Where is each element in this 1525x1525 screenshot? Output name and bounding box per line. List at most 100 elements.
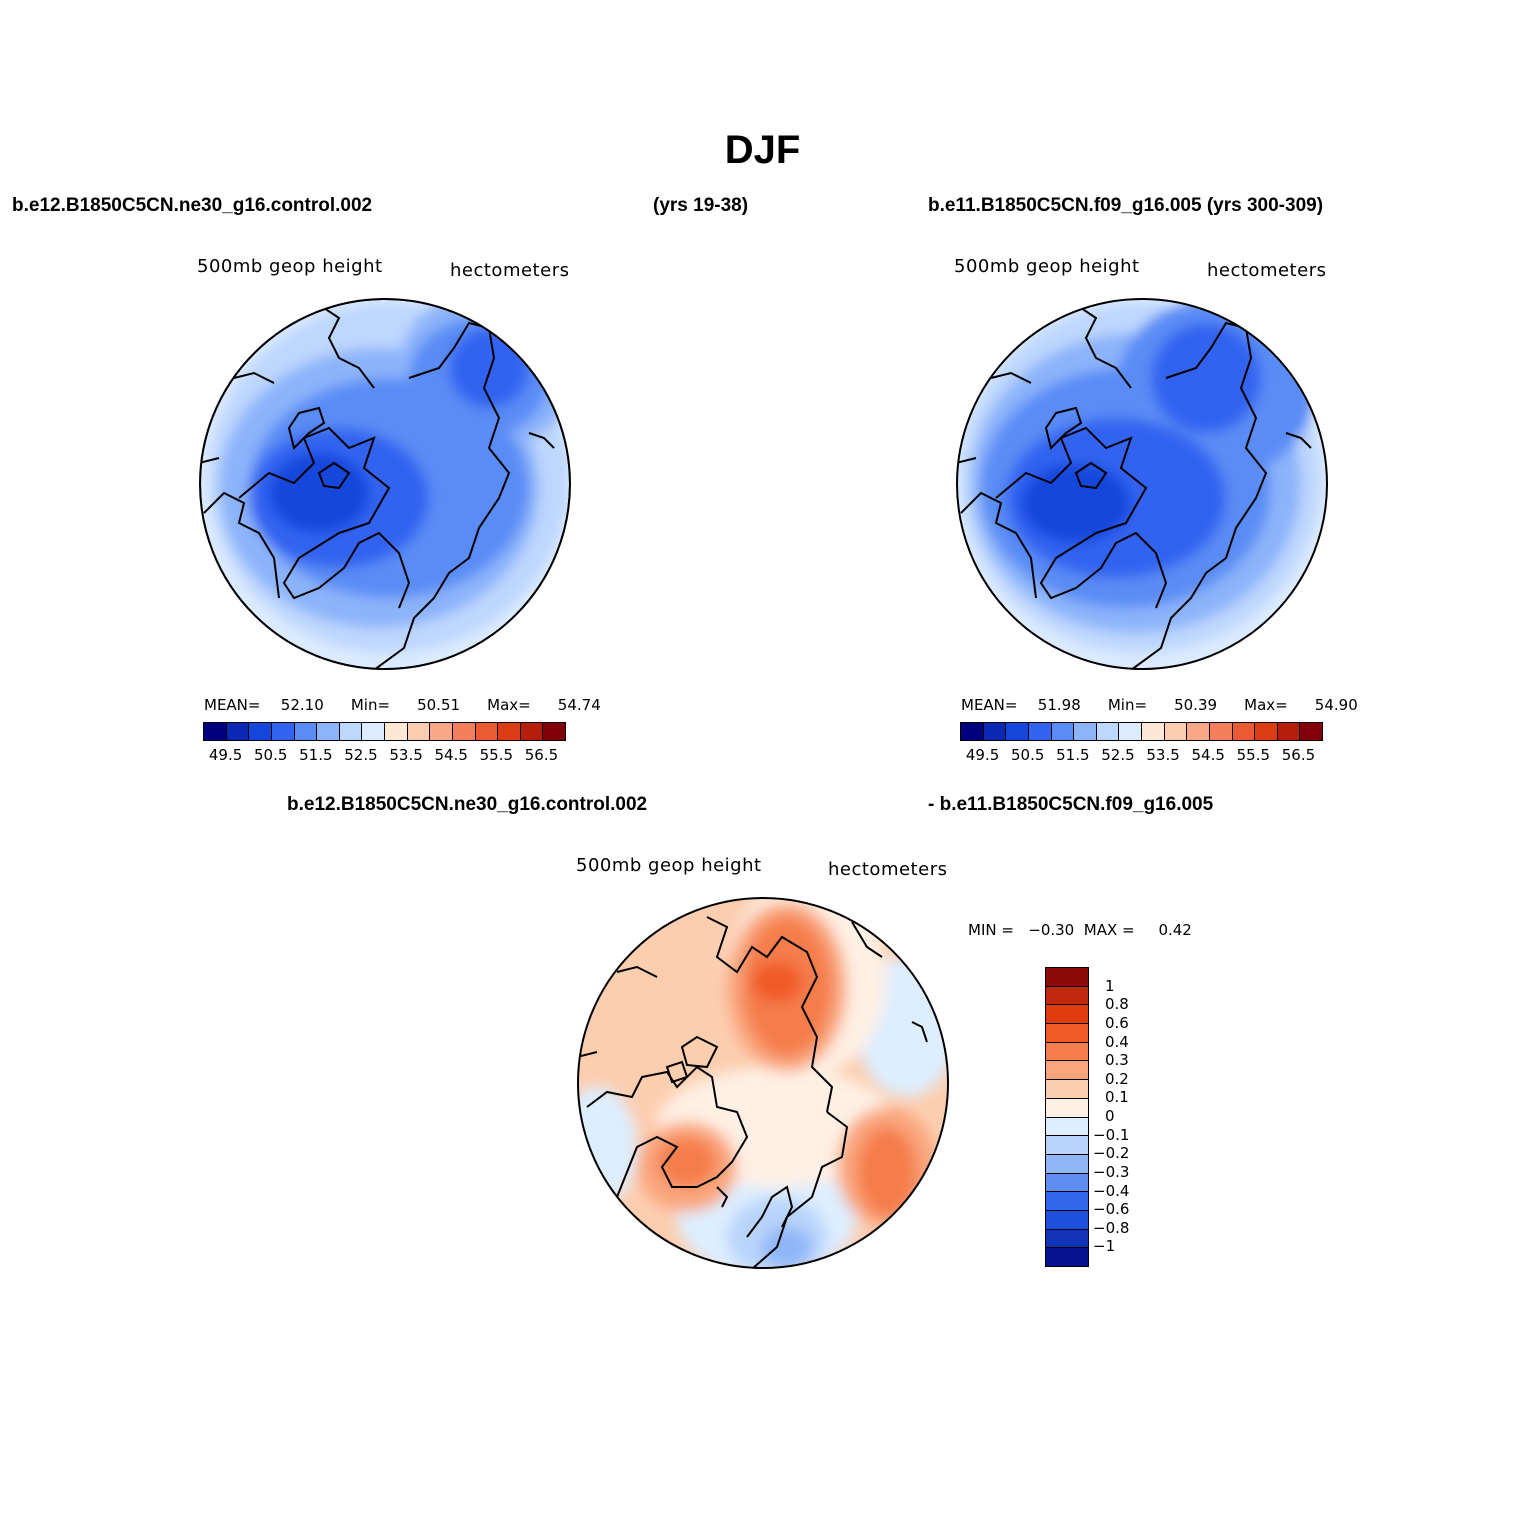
- panel1-variable-label: 500mb geop height: [197, 256, 383, 277]
- diff-colorbar: [1045, 967, 1089, 1267]
- colorbar-cell: [1046, 1192, 1088, 1211]
- colorbar-cell: [339, 723, 363, 740]
- colorbar-cell: [249, 723, 272, 740]
- colorbar-cell: [226, 723, 250, 740]
- colorbar-cell: [498, 723, 521, 740]
- panel2-min-value: 50.39: [1174, 696, 1218, 714]
- panel2-case-name: b.e11.B1850C5CN.f09_g16.005 (yrs 300-309…: [928, 195, 1324, 216]
- colorbar-cell: [1046, 986, 1088, 1006]
- colorbar-cell: [983, 723, 1007, 740]
- diff-min-max: MIN = −0.30 MAX = 0.42: [968, 921, 1192, 939]
- colorbar-tick-label: −0.1: [1093, 1125, 1130, 1144]
- colorbar-cell: [204, 723, 227, 740]
- colorbar-tick-label: 0.2: [1105, 1069, 1129, 1088]
- colorbar-tick-label: 53.5: [389, 746, 423, 764]
- colorbar-cell: [1119, 723, 1142, 740]
- panel1-stats: MEAN= 52.10 Min= 50.51 Max= 54.74: [204, 696, 601, 714]
- colorbar-tick-label: 50.5: [253, 746, 288, 764]
- panel1-min-value: 50.51: [417, 696, 461, 714]
- colorbar-tick-label: 54.5: [434, 746, 468, 764]
- colorbar-tick-label: −0.3: [1093, 1162, 1130, 1181]
- colorbar-cell: [1046, 1248, 1088, 1266]
- colorbar-tick-label: −1: [1093, 1237, 1116, 1256]
- colorbar-tick-label: 52.5: [344, 746, 378, 764]
- diff-units-label: hectometers: [828, 859, 948, 880]
- colorbar-cell: [1046, 1042, 1088, 1062]
- colorbar-cell: [317, 723, 340, 740]
- colorbar-cell: [1232, 723, 1256, 740]
- colorbar-cell: [1142, 723, 1165, 740]
- colorbar-tick-label: 51.5: [299, 746, 333, 764]
- colorbar-tick-label: 55.5: [479, 746, 514, 764]
- colorbar-tick-label: 0.6: [1105, 1013, 1129, 1032]
- colorbar-cell: [407, 723, 431, 740]
- panel1-case-name: b.e12.B1850C5CN.ne30_g16.control.002: [12, 195, 373, 216]
- colorbar-tick-label: 51.5: [1056, 746, 1090, 764]
- diff-min-value: −0.30: [1028, 921, 1075, 939]
- colorbar-tick-label: 0: [1105, 1107, 1115, 1125]
- colorbar-tick-label: 0.3: [1105, 1051, 1129, 1070]
- colorbar-cell: [1300, 723, 1322, 740]
- diff-polar-map: [577, 897, 949, 1269]
- colorbar-cell: [1046, 1154, 1088, 1174]
- colorbar-cell: [1046, 1229, 1088, 1249]
- diff-min-label: MIN =: [968, 921, 1014, 939]
- colorbar-tick-label: 1: [1105, 976, 1115, 995]
- panel2-stats: MEAN= 51.98 Min= 50.39 Max= 54.90: [961, 696, 1358, 714]
- colorbar-tick-label: 0.4: [1105, 1032, 1129, 1051]
- colorbar-cell: [430, 723, 453, 740]
- colorbar-cell: [362, 723, 385, 740]
- panel2-polar-map: [956, 298, 1328, 670]
- colorbar-cell: [1046, 1117, 1088, 1137]
- panel1-mean-value: 52.10: [280, 696, 324, 714]
- colorbar-cell: [1051, 723, 1075, 740]
- colorbar-tick-label: −0.8: [1093, 1218, 1130, 1237]
- colorbar-cell: [1046, 1005, 1088, 1025]
- panel1-colorbar: [203, 722, 566, 741]
- colorbar-tick-label: 53.5: [1146, 746, 1180, 764]
- colorbar-cell: [1096, 723, 1120, 740]
- panel2-variable-label: 500mb geop height: [954, 256, 1140, 277]
- panel1-max-value: 54.74: [557, 696, 601, 714]
- colorbar-tick-label: −0.4: [1093, 1181, 1130, 1200]
- colorbar-tick-label: 50.5: [1010, 746, 1045, 764]
- panel2-min-label: Min=: [1107, 696, 1148, 714]
- colorbar-tick-label: 54.5: [1191, 746, 1225, 764]
- colorbar-tick-label: 49.5: [208, 746, 243, 764]
- colorbar-cell: [1028, 723, 1052, 740]
- panel2-colorbar: [960, 722, 1323, 741]
- colorbar-cell: [1074, 723, 1097, 740]
- panel2-max-label: Max=: [1244, 696, 1288, 714]
- colorbar-cell: [1046, 968, 1088, 987]
- colorbar-cell: [1046, 1136, 1088, 1155]
- panel1-polar-map: [199, 298, 571, 670]
- colorbar-cell: [961, 723, 984, 740]
- colorbar-tick-label: 49.5: [965, 746, 1000, 764]
- diff-max-label: MAX =: [1083, 921, 1135, 939]
- colorbar-tick-label: 56.5: [524, 746, 559, 764]
- panel1-mean-label: MEAN=: [204, 696, 261, 714]
- colorbar-cell: [452, 723, 476, 740]
- panel1-min-label: Min=: [350, 696, 391, 714]
- diff-case-a: b.e12.B1850C5CN.ne30_g16.control.002: [287, 794, 648, 815]
- figure-title: DJF: [724, 128, 801, 172]
- colorbar-tick-label: −0.2: [1093, 1144, 1130, 1163]
- colorbar-tick-label: 55.5: [1236, 746, 1271, 764]
- colorbar-cell: [1187, 723, 1210, 740]
- panel1-years: (yrs 19-38): [653, 195, 749, 216]
- panel2-mean-value: 51.98: [1037, 696, 1081, 714]
- diff-variable-label: 500mb geop height: [576, 855, 762, 876]
- colorbar-tick-label: 56.5: [1281, 746, 1316, 764]
- colorbar-cell: [1277, 723, 1301, 740]
- colorbar-cell: [271, 723, 295, 740]
- colorbar-cell: [1046, 1061, 1088, 1081]
- colorbar-cell: [1164, 723, 1188, 740]
- diff-case-b: - b.e11.B1850C5CN.f09_g16.005: [928, 794, 1214, 815]
- colorbar-tick-label: 0.8: [1105, 995, 1129, 1014]
- colorbar-tick-label: −0.6: [1093, 1200, 1130, 1219]
- panel2-mean-label: MEAN=: [961, 696, 1018, 714]
- colorbar-cell: [385, 723, 408, 740]
- colorbar-cell: [1046, 1173, 1088, 1193]
- colorbar-cell: [543, 723, 565, 740]
- panel2-units-label: hectometers: [1207, 260, 1327, 281]
